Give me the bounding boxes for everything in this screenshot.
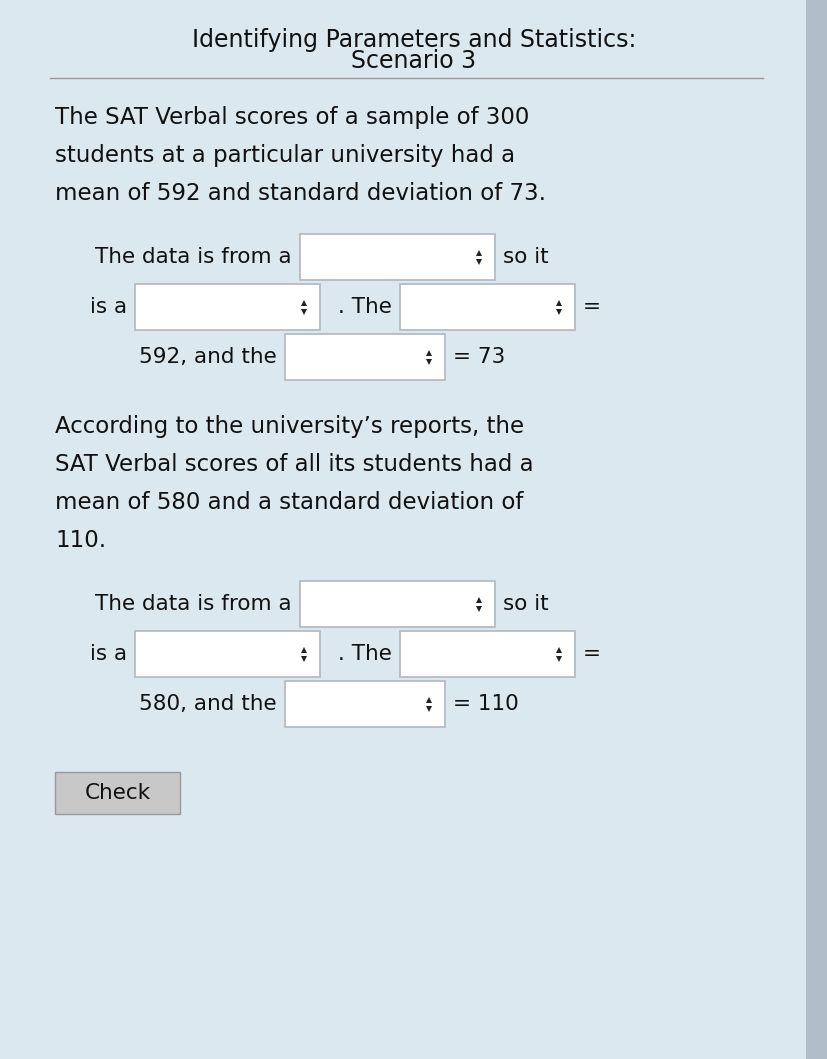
Text: SAT Verbal scores of all its students had a: SAT Verbal scores of all its students ha… — [55, 453, 533, 475]
Text: is a: is a — [90, 297, 127, 317]
Text: 110.: 110. — [55, 530, 106, 552]
Bar — [805, 0, 827, 1059]
Text: Identifying Parameters and Statistics:: Identifying Parameters and Statistics: — [192, 28, 635, 52]
Text: 580, and the: 580, and the — [139, 694, 277, 714]
Text: 592, and the: 592, and the — [139, 347, 277, 367]
Bar — [399, 631, 574, 677]
Bar — [399, 284, 574, 330]
Text: The data is from a: The data is from a — [95, 247, 292, 267]
Text: mean of 592 and standard deviation of 73.: mean of 592 and standard deviation of 73… — [55, 182, 545, 205]
Text: = 73: = 73 — [452, 347, 504, 367]
Text: According to the university’s reports, the: According to the university’s reports, t… — [55, 415, 523, 438]
Text: so it: so it — [502, 247, 548, 267]
Text: Scenario 3: Scenario 3 — [351, 49, 476, 73]
Bar — [135, 631, 319, 677]
Text: mean of 580 and a standard deviation of: mean of 580 and a standard deviation of — [55, 491, 523, 514]
Bar — [299, 581, 495, 627]
Text: so it: so it — [502, 594, 548, 614]
Text: =: = — [582, 297, 600, 317]
Bar — [284, 681, 444, 726]
Text: . The: . The — [337, 297, 391, 317]
Text: =: = — [582, 644, 600, 664]
Bar — [135, 284, 319, 330]
Text: The data is from a: The data is from a — [95, 594, 292, 614]
Text: = 110: = 110 — [452, 694, 519, 714]
Text: . The: . The — [337, 644, 391, 664]
Text: students at a particular university had a: students at a particular university had … — [55, 144, 514, 167]
Text: The SAT Verbal scores of a sample of 300: The SAT Verbal scores of a sample of 300 — [55, 106, 528, 129]
Bar — [284, 334, 444, 380]
Bar — [55, 772, 179, 814]
Bar — [299, 234, 495, 280]
Text: Check: Check — [84, 783, 151, 803]
Text: is a: is a — [90, 644, 127, 664]
